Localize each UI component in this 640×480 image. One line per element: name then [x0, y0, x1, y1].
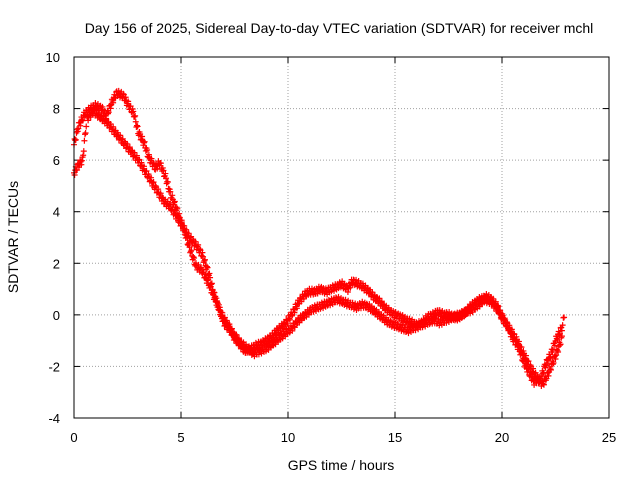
y-tick-label: 10	[46, 50, 60, 65]
x-tick-label: 25	[602, 430, 616, 445]
y-tick-label: 0	[53, 308, 60, 323]
y-axis-title: SDTVAR / TECUs	[5, 181, 21, 293]
y-tick-label: 8	[53, 102, 60, 117]
x-tick-label: 20	[495, 430, 509, 445]
chart-title: Day 156 of 2025, Sidereal Day-to-day VTE…	[85, 20, 594, 36]
x-tick-label: 0	[70, 430, 77, 445]
y-tick-label: 6	[53, 153, 60, 168]
x-tick-label: 10	[281, 430, 295, 445]
x-axis-title: GPS time / hours	[288, 457, 395, 473]
y-tick-label: 2	[53, 256, 60, 271]
y-tick-label: -2	[48, 359, 60, 374]
x-tick-label: 5	[177, 430, 184, 445]
y-tick-label: -4	[48, 411, 60, 426]
chart: Day 156 of 2025, Sidereal Day-to-day VTE…	[0, 0, 640, 480]
chart-background	[0, 0, 640, 480]
x-tick-label: 15	[388, 430, 402, 445]
y-tick-label: 4	[53, 205, 60, 220]
